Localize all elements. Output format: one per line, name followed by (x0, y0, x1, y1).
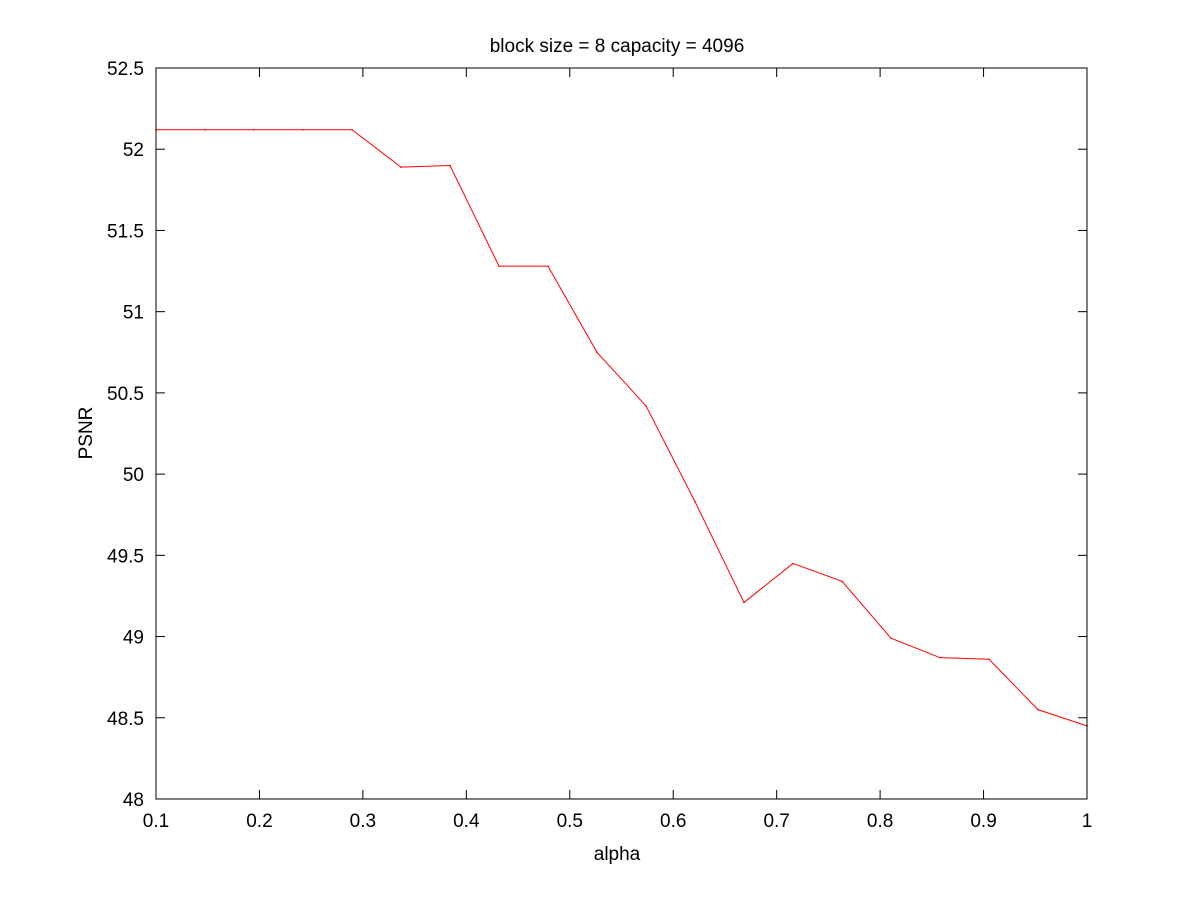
chart-title: block size = 8 capacity = 4096 (490, 36, 745, 57)
data-point (351, 128, 353, 131)
x-tick-label: 0.7 (763, 811, 789, 832)
x-axis-label: alpha (594, 844, 641, 865)
data-point (890, 637, 892, 639)
x-tick-label: 0.2 (246, 811, 272, 832)
plot-area (156, 68, 1087, 799)
data-point (792, 562, 794, 565)
data-point (939, 656, 941, 659)
x-tick-label: 0.5 (557, 811, 583, 832)
x-tick-label: 0.4 (453, 811, 480, 832)
data-point (400, 166, 402, 168)
data-point (498, 265, 500, 267)
y-tick-label: 49 (123, 628, 144, 649)
y-tick-label: 48 (123, 790, 144, 811)
y-tick-label: 50.5 (107, 384, 144, 405)
y-tick-label: 51.5 (107, 221, 144, 242)
x-tick-label: 0.6 (660, 811, 686, 832)
psnr-series-line (156, 129, 1088, 727)
y-tick-label: 48.5 (107, 709, 144, 730)
data-point (743, 601, 745, 604)
y-axis-label: PSNR (76, 407, 97, 460)
data-point (253, 128, 255, 131)
y-tick-label: 51 (123, 303, 144, 324)
data-point (988, 658, 990, 661)
plot-frame (155, 67, 1088, 800)
data-point (1037, 708, 1039, 711)
data-point (841, 580, 843, 583)
y-tick-label: 52.5 (107, 59, 144, 80)
y-tick-label: 50 (123, 465, 144, 486)
data-point (449, 164, 451, 167)
x-tick-label: 0.3 (350, 811, 376, 832)
x-tick-label: 0.8 (867, 811, 893, 832)
data-point (204, 128, 206, 131)
y-tick-label: 52 (123, 140, 144, 161)
y-tick-label: 49.5 (107, 546, 144, 567)
data-point (547, 265, 549, 267)
series-layer (155, 128, 1088, 727)
data-point (596, 351, 598, 354)
tick-labels: 0.1 0.2 0.3 0.4 0.5 0.6 0.7 0.8 0.9 1 48 48.5 49 49.5… (107, 59, 1092, 832)
data-point (302, 128, 304, 131)
x-tick-label: 1 (1082, 811, 1093, 832)
data-point (694, 500, 696, 503)
x-tick-label: 0.1 (143, 811, 169, 832)
x-tick-label: 0.9 (970, 811, 996, 832)
data-point (645, 405, 647, 407)
